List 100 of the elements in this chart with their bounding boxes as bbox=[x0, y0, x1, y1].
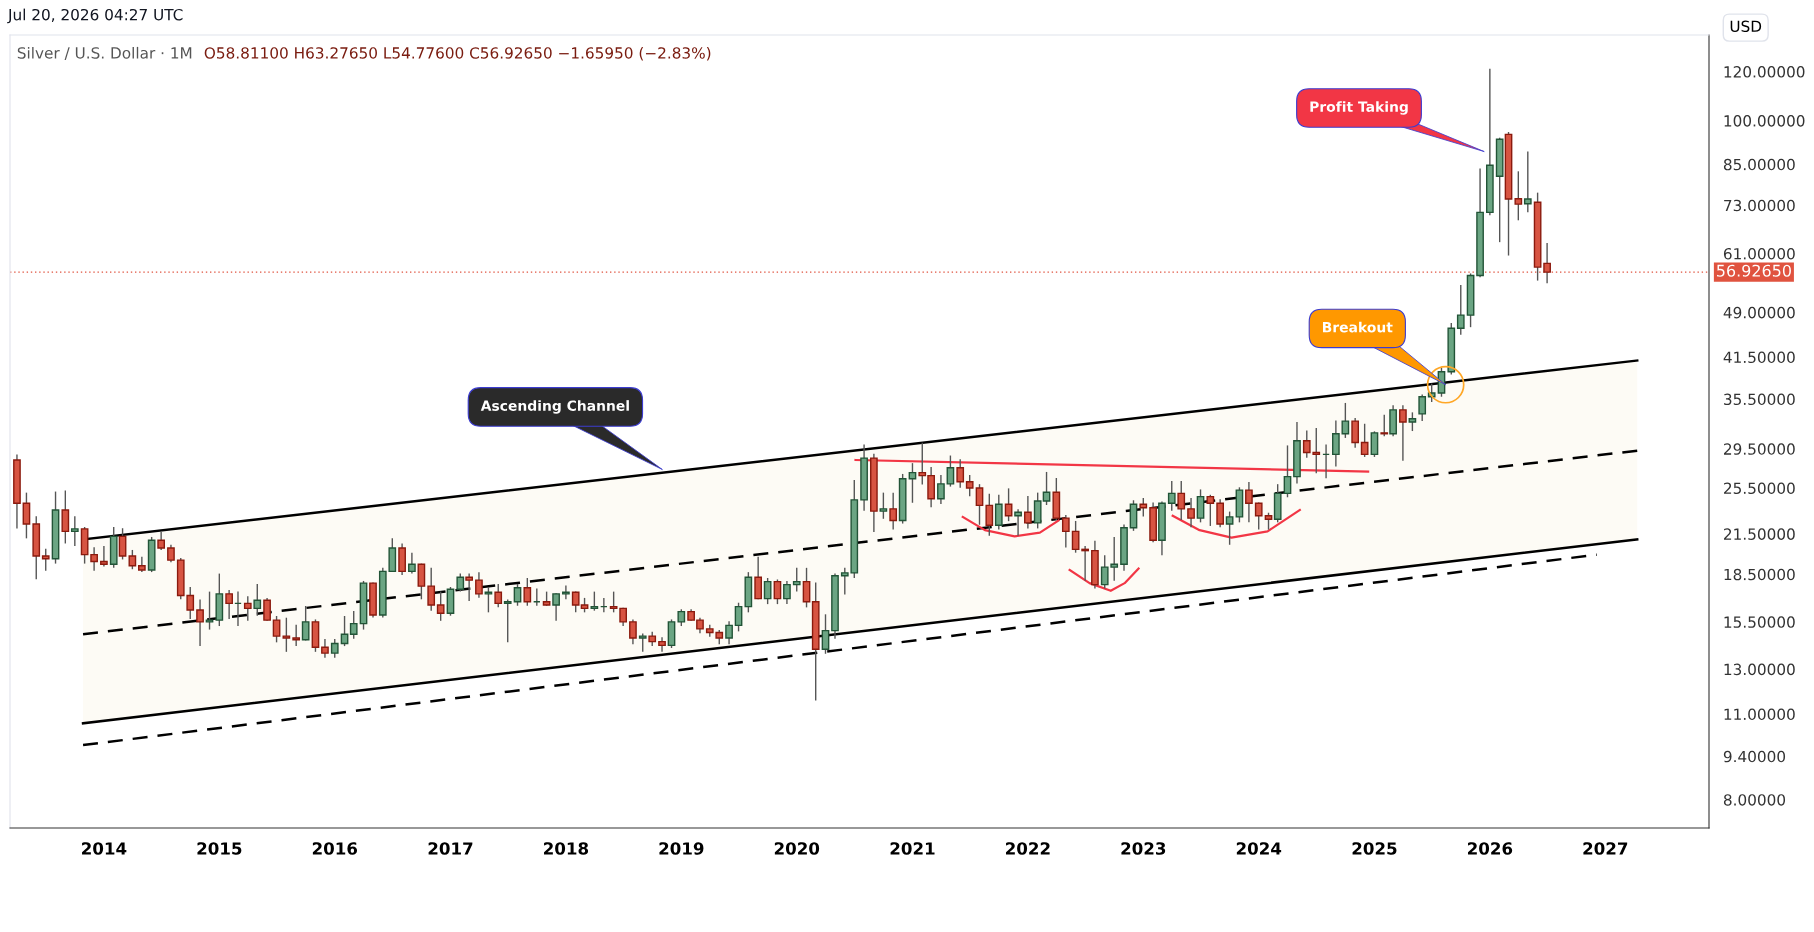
candlestick bbox=[773, 579, 782, 605]
candlestick bbox=[436, 591, 445, 621]
candlestick bbox=[465, 573, 473, 601]
candlestick bbox=[975, 484, 984, 525]
candlestick bbox=[763, 577, 772, 605]
candlestick bbox=[61, 490, 70, 544]
x-tick-label: 2015 bbox=[197, 842, 242, 855]
candlestick bbox=[22, 492, 31, 539]
candlestick bbox=[118, 528, 127, 560]
candlestick bbox=[523, 577, 532, 606]
candlestick bbox=[427, 567, 436, 611]
ref-line-label: 56.92650 bbox=[1717, 264, 1791, 277]
candlestick bbox=[1389, 405, 1397, 437]
candlestick bbox=[1225, 511, 1234, 545]
candlestick bbox=[225, 590, 233, 620]
candlestick bbox=[1187, 498, 1195, 528]
x-tick-label: 2018 bbox=[544, 842, 589, 855]
annotation: O58.81100 H63.27650 L54.77600 C56.92650 −1.65950 (−2.83%) bbox=[204, 46, 711, 61]
candlestick bbox=[1254, 502, 1263, 530]
candlestick bbox=[879, 492, 888, 519]
candlestick bbox=[282, 617, 291, 652]
candlestick bbox=[821, 614, 830, 654]
candlestick bbox=[1360, 423, 1369, 457]
y-tick-label: 120.00000 bbox=[1724, 66, 1805, 78]
annotation: Profit Taking bbox=[1310, 101, 1408, 115]
candlestick bbox=[725, 621, 733, 645]
candlestick bbox=[1523, 151, 1532, 213]
text: Jul 20, 2026 04:27 UTC bbox=[7, 8, 183, 24]
y-tick-label: 61.00000 bbox=[1723, 247, 1795, 260]
candlestick bbox=[754, 556, 763, 600]
y-tick-label: 29.50000 bbox=[1724, 443, 1795, 455]
candlestick bbox=[1071, 520, 1080, 553]
y-axis-title: USD bbox=[1730, 20, 1762, 33]
candlestick bbox=[1196, 489, 1205, 523]
candlestick bbox=[41, 548, 50, 571]
candlestick bbox=[1399, 405, 1407, 461]
y-tick-label: 100.00000 bbox=[1724, 115, 1805, 127]
candlestick bbox=[1245, 482, 1253, 523]
candlestick bbox=[292, 624, 301, 647]
line-series bbox=[1068, 567, 1140, 592]
candlestick bbox=[1514, 171, 1523, 221]
y-tick-label: 18.50000 bbox=[1724, 568, 1795, 581]
y-tick-label: 13.00000 bbox=[1724, 663, 1795, 676]
text: Silver / U.S. Dollar · 1M bbox=[17, 46, 192, 60]
candlestick bbox=[1332, 420, 1340, 467]
candlestick bbox=[349, 610, 358, 639]
candlestick bbox=[1177, 481, 1186, 520]
candlestick bbox=[70, 516, 79, 547]
x-tick-label: 2020 bbox=[774, 842, 820, 855]
candlestick bbox=[100, 545, 108, 567]
x-tick-label: 2016 bbox=[312, 842, 358, 855]
candlestick bbox=[484, 586, 493, 613]
candlestick bbox=[1418, 394, 1427, 422]
x-tick-label: 2027 bbox=[1583, 842, 1628, 855]
y-tick-label: 15.50000 bbox=[1724, 616, 1795, 628]
candlestick bbox=[946, 455, 955, 487]
x-tick-label: 2022 bbox=[1006, 842, 1050, 855]
candlestick bbox=[1283, 445, 1292, 498]
candlestick bbox=[1206, 494, 1215, 526]
annotation: Ascending Channel bbox=[480, 400, 629, 414]
y-tick-label: 8.00000 bbox=[1723, 794, 1786, 806]
candlestick bbox=[494, 583, 503, 608]
candlestick bbox=[321, 639, 329, 658]
y-tick-label: 73.00000 bbox=[1724, 199, 1795, 212]
x-tick-label: 2021 bbox=[890, 842, 935, 855]
candlestick bbox=[1456, 285, 1465, 335]
candlestick bbox=[398, 543, 406, 575]
y-tick-label: 49.00000 bbox=[1723, 306, 1795, 319]
candlestick bbox=[937, 474, 945, 504]
candlestick bbox=[792, 567, 801, 592]
candlestick bbox=[985, 493, 994, 536]
candlestick bbox=[408, 552, 416, 574]
candlestick bbox=[1370, 431, 1379, 457]
candlestick bbox=[783, 580, 791, 605]
x-tick-label: 2019 bbox=[659, 842, 704, 855]
candlestick bbox=[196, 599, 204, 647]
y-tick-label: 11.00000 bbox=[1724, 708, 1795, 721]
candlestick bbox=[629, 619, 637, 645]
candlestick bbox=[667, 619, 676, 648]
x-tick-label: 2023 bbox=[1121, 842, 1166, 855]
candlestick bbox=[475, 572, 483, 598]
candlestick bbox=[503, 599, 512, 643]
candlestick bbox=[253, 583, 262, 616]
candlestick bbox=[1341, 402, 1350, 438]
candlestick bbox=[272, 616, 281, 643]
x-tick-label: 2024 bbox=[1236, 842, 1282, 855]
candlestick bbox=[263, 597, 271, 621]
candlestick bbox=[802, 567, 811, 608]
y-tick-label: 35.50000 bbox=[1724, 393, 1795, 406]
candlestick bbox=[994, 494, 1003, 530]
candlestick bbox=[417, 563, 426, 600]
candlestick bbox=[243, 596, 252, 621]
y-tick-label: 21.50000 bbox=[1724, 528, 1795, 540]
candlestick bbox=[889, 492, 898, 530]
candlestick bbox=[1061, 515, 1070, 548]
candlestick bbox=[90, 547, 98, 571]
candlestick bbox=[658, 637, 666, 652]
candlestick bbox=[965, 474, 974, 497]
candlestick bbox=[552, 593, 560, 621]
candlestick bbox=[956, 459, 965, 488]
